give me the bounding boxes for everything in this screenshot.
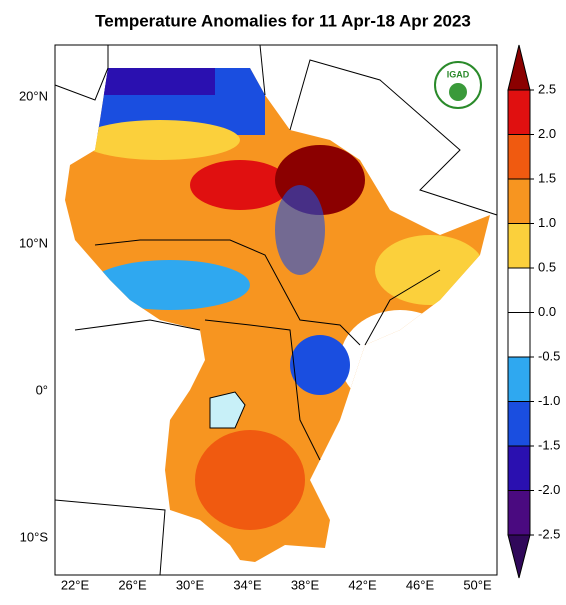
borders bbox=[54, 44, 498, 576]
lon-label: 38°E bbox=[291, 577, 320, 592]
colorbar-label: 1.0 bbox=[538, 215, 556, 230]
colorbar-segment bbox=[507, 490, 531, 536]
lon-label: 42°E bbox=[348, 577, 377, 592]
colorbar-segment bbox=[507, 178, 531, 224]
lat-label: 10°N bbox=[19, 235, 48, 250]
colorbar-label: -0.5 bbox=[538, 348, 560, 363]
lon-label: 22°E bbox=[61, 577, 90, 592]
lat-label: 0° bbox=[36, 382, 48, 397]
colorbar-segment bbox=[507, 401, 531, 447]
lon-label: 50°E bbox=[463, 577, 492, 592]
colorbar-label: -2.0 bbox=[538, 482, 560, 497]
lat-label: 10°S bbox=[20, 529, 49, 544]
colorbar-label: 2.0 bbox=[538, 126, 556, 141]
colorbar-segment bbox=[507, 89, 531, 135]
colorbar-segment bbox=[507, 134, 531, 180]
logo-text: IGAD bbox=[447, 69, 470, 79]
colorbar-segment bbox=[507, 312, 531, 358]
colorbar-segment bbox=[507, 356, 531, 402]
colorbar-segment bbox=[507, 534, 531, 579]
colorbar-segment bbox=[507, 223, 531, 269]
colorbar-segment bbox=[507, 445, 531, 491]
lon-label: 46°E bbox=[406, 577, 435, 592]
colorbar-label: 0.0 bbox=[538, 304, 556, 319]
colorbar-label: 2.5 bbox=[538, 81, 556, 96]
colorbar-label: 0.5 bbox=[538, 259, 556, 274]
lat-label: 20°N bbox=[19, 88, 48, 103]
logo: IGAD bbox=[434, 61, 482, 109]
colorbar-label: -1.5 bbox=[538, 437, 560, 452]
lon-label: 34°E bbox=[233, 577, 262, 592]
lon-label: 30°E bbox=[176, 577, 205, 592]
colorbar-segment bbox=[507, 267, 531, 313]
colorbar-label: -2.5 bbox=[538, 526, 560, 541]
title: Temperature Anomalies for 11 Apr-18 Apr … bbox=[95, 11, 471, 30]
colorbar-label: 1.5 bbox=[538, 170, 556, 185]
lon-label: 26°E bbox=[118, 577, 147, 592]
colorbar-segment bbox=[507, 44, 531, 91]
colorbar-label: -1.0 bbox=[538, 393, 560, 408]
